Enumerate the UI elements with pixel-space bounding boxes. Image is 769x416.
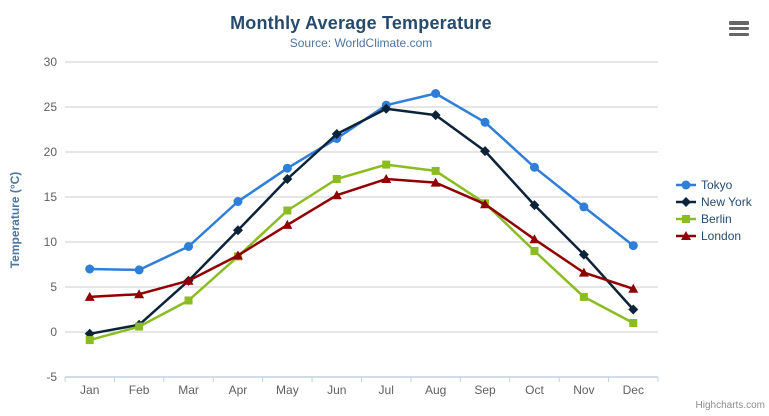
credits-link[interactable]: Highcharts.com [695,400,765,411]
legend-marker-square-icon [676,214,696,223]
hamburger-bar [729,21,749,25]
svg-text:Feb: Feb [129,383,150,397]
svg-text:30: 30 [44,55,58,69]
legend-marker-circle-icon [676,180,696,189]
svg-text:5: 5 [50,280,57,294]
legend-label: New York [701,194,752,209]
svg-text:Jul: Jul [379,383,394,397]
svg-text:Sep: Sep [474,383,496,397]
series-tokyo [85,89,638,275]
legend-marker-diamond-icon [676,196,696,207]
svg-text:15: 15 [44,190,58,204]
svg-text:10: 10 [44,235,58,249]
legend-item-new-york[interactable]: New York [676,193,752,210]
svg-text:Aug: Aug [425,383,446,397]
legend-label: Berlin [701,211,732,226]
chart-subtitle: Source: WorldClimate.com [289,36,433,50]
svg-text:Oct: Oct [525,383,544,397]
x-axis-labels: Jan Feb Mar Apr May Jun Jul Aug Sep Oct Nov Dec [80,383,644,397]
series-new-york [84,103,639,339]
hamburger-bar [729,26,749,31]
hamburger-icon [729,21,749,36]
svg-text:Dec: Dec [623,383,644,397]
y-axis-labels: -5 0 5 10 15 20 25 30 [44,55,58,384]
legend-item-london[interactable]: London [676,227,752,244]
hamburger-bar [729,32,749,36]
legend: Tokyo New York Berlin London [676,176,752,244]
svg-text:20: 20 [44,145,58,159]
svg-text:Jan: Jan [80,383,99,397]
svg-text:Jun: Jun [327,383,346,397]
svg-text:25: 25 [44,100,58,114]
svg-text:Nov: Nov [573,383,594,397]
legend-label: London [701,228,742,243]
x-axis [64,376,659,382]
svg-text:-5: -5 [46,370,57,384]
legend-item-berlin[interactable]: Berlin [676,210,752,227]
legend-item-tokyo[interactable]: Tokyo [676,176,752,193]
chart-title: Monthly Average Temperature [230,13,492,33]
export-menu-button[interactable] [729,21,749,36]
legend-marker-triangle-icon [676,230,696,240]
svg-text:Mar: Mar [178,383,199,397]
legend-label: Tokyo [701,177,733,192]
svg-text:May: May [276,383,299,397]
svg-text:Apr: Apr [229,383,248,397]
svg-text:0: 0 [50,325,57,339]
series-london [84,174,639,301]
gridlines [65,61,658,333]
